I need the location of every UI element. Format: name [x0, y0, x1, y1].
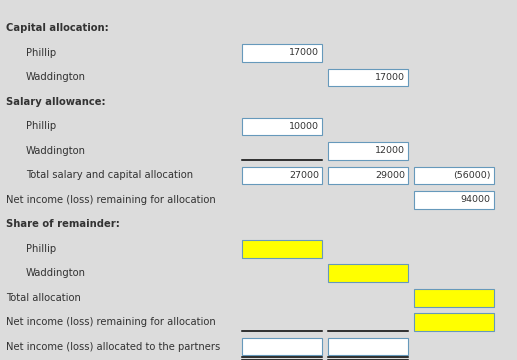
Bar: [414, 314, 494, 331]
Text: Waddington: Waddington: [26, 146, 86, 156]
Bar: [328, 167, 408, 184]
Text: 10000: 10000: [289, 122, 319, 131]
Bar: [242, 240, 322, 257]
Text: Total allocation: Total allocation: [6, 293, 81, 303]
Text: Waddington: Waddington: [26, 72, 86, 82]
Text: Net income (loss) remaining for allocation: Net income (loss) remaining for allocati…: [6, 317, 216, 327]
Text: (56000): (56000): [453, 171, 491, 180]
Bar: [414, 167, 494, 184]
Bar: [242, 338, 322, 355]
Text: Capital allocation:: Capital allocation:: [6, 23, 109, 33]
Bar: [328, 265, 408, 282]
Text: Net income (loss) remaining for allocation: Net income (loss) remaining for allocati…: [6, 195, 216, 205]
Bar: [242, 44, 322, 62]
Text: 29000: 29000: [375, 171, 405, 180]
Text: 17000: 17000: [289, 49, 319, 57]
Text: 27000: 27000: [289, 171, 319, 180]
Text: Net income (loss) allocated to the partners: Net income (loss) allocated to the partn…: [6, 342, 220, 352]
Bar: [242, 167, 322, 184]
Text: Share of remainder:: Share of remainder:: [6, 219, 120, 229]
Text: 17000: 17000: [375, 73, 405, 82]
Bar: [242, 118, 322, 135]
Text: Phillip: Phillip: [26, 121, 56, 131]
Text: Waddington: Waddington: [26, 268, 86, 278]
Bar: [414, 191, 494, 208]
Text: Phillip: Phillip: [26, 48, 56, 58]
Bar: [328, 142, 408, 159]
Bar: [414, 289, 494, 306]
Bar: [328, 338, 408, 355]
Text: Total salary and capital allocation: Total salary and capital allocation: [26, 170, 193, 180]
Bar: [328, 69, 408, 86]
Text: 12000: 12000: [375, 146, 405, 156]
Text: Phillip: Phillip: [26, 244, 56, 254]
Text: 94000: 94000: [461, 195, 491, 204]
Text: Salary allowance:: Salary allowance:: [6, 97, 106, 107]
